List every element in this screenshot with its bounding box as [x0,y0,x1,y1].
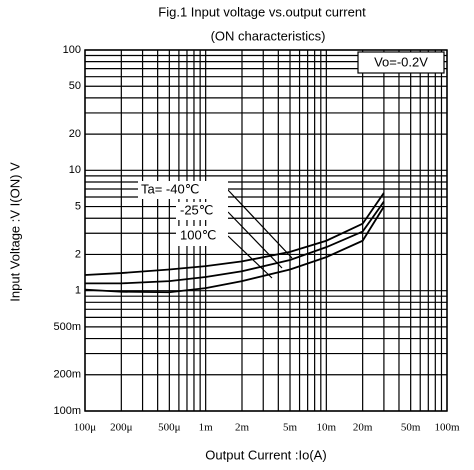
y-tick-label: 10 [69,164,81,176]
annotation-bg [138,181,228,199]
y-tick-label: 20 [69,128,81,140]
leader-line [227,211,283,269]
x-tick-label: 100m [434,422,460,434]
y-tick-label: 500m [53,321,81,333]
series-line [84,206,385,294]
annotation: Vo=-0.2V [374,54,428,69]
annotation-bg [176,202,228,220]
y-tick-label: 50 [69,80,81,92]
y-tick-label: 100 [63,44,81,56]
y-tick-label: 2 [75,248,81,260]
y-tick-label: 5 [75,200,81,212]
x-tick-label: 100μ [74,422,97,434]
x-tick-label: 20m [353,422,373,434]
x-tick-label: 5m [283,422,298,434]
chart-title: Fig.1 Input voltage vs.output current [158,4,366,19]
series-line [85,201,385,285]
x-tick-label: 500μ [158,422,181,434]
plot-frame [84,49,448,412]
x-axis-label: Output Current :Io(A) [205,447,326,462]
leader-line [227,189,293,259]
leader-line [227,235,273,279]
y-tick-label: 100m [53,405,81,417]
series-label: Ta= -40℃ [141,181,199,196]
series-label: -25℃ [180,202,213,217]
x-tick-label: 200μ [110,422,133,434]
series-label: 100℃ [180,227,216,242]
x-tick-label: 2m [235,422,250,434]
annotation-bg [176,226,228,246]
annotation-box [357,51,445,74]
x-tick-label: 1m [199,422,214,434]
chart-subtitle: (ON characteristics) [211,28,326,43]
series-line [84,192,385,276]
y-tick-label: 200m [53,369,81,381]
lines [84,192,385,294]
y-axis-label: Input Voltage :V I(ON) V [7,162,22,302]
x-tick-label: 50m [401,422,421,434]
y-tick-label: 1 [75,285,81,297]
x-tick-label: 10m [317,422,337,434]
